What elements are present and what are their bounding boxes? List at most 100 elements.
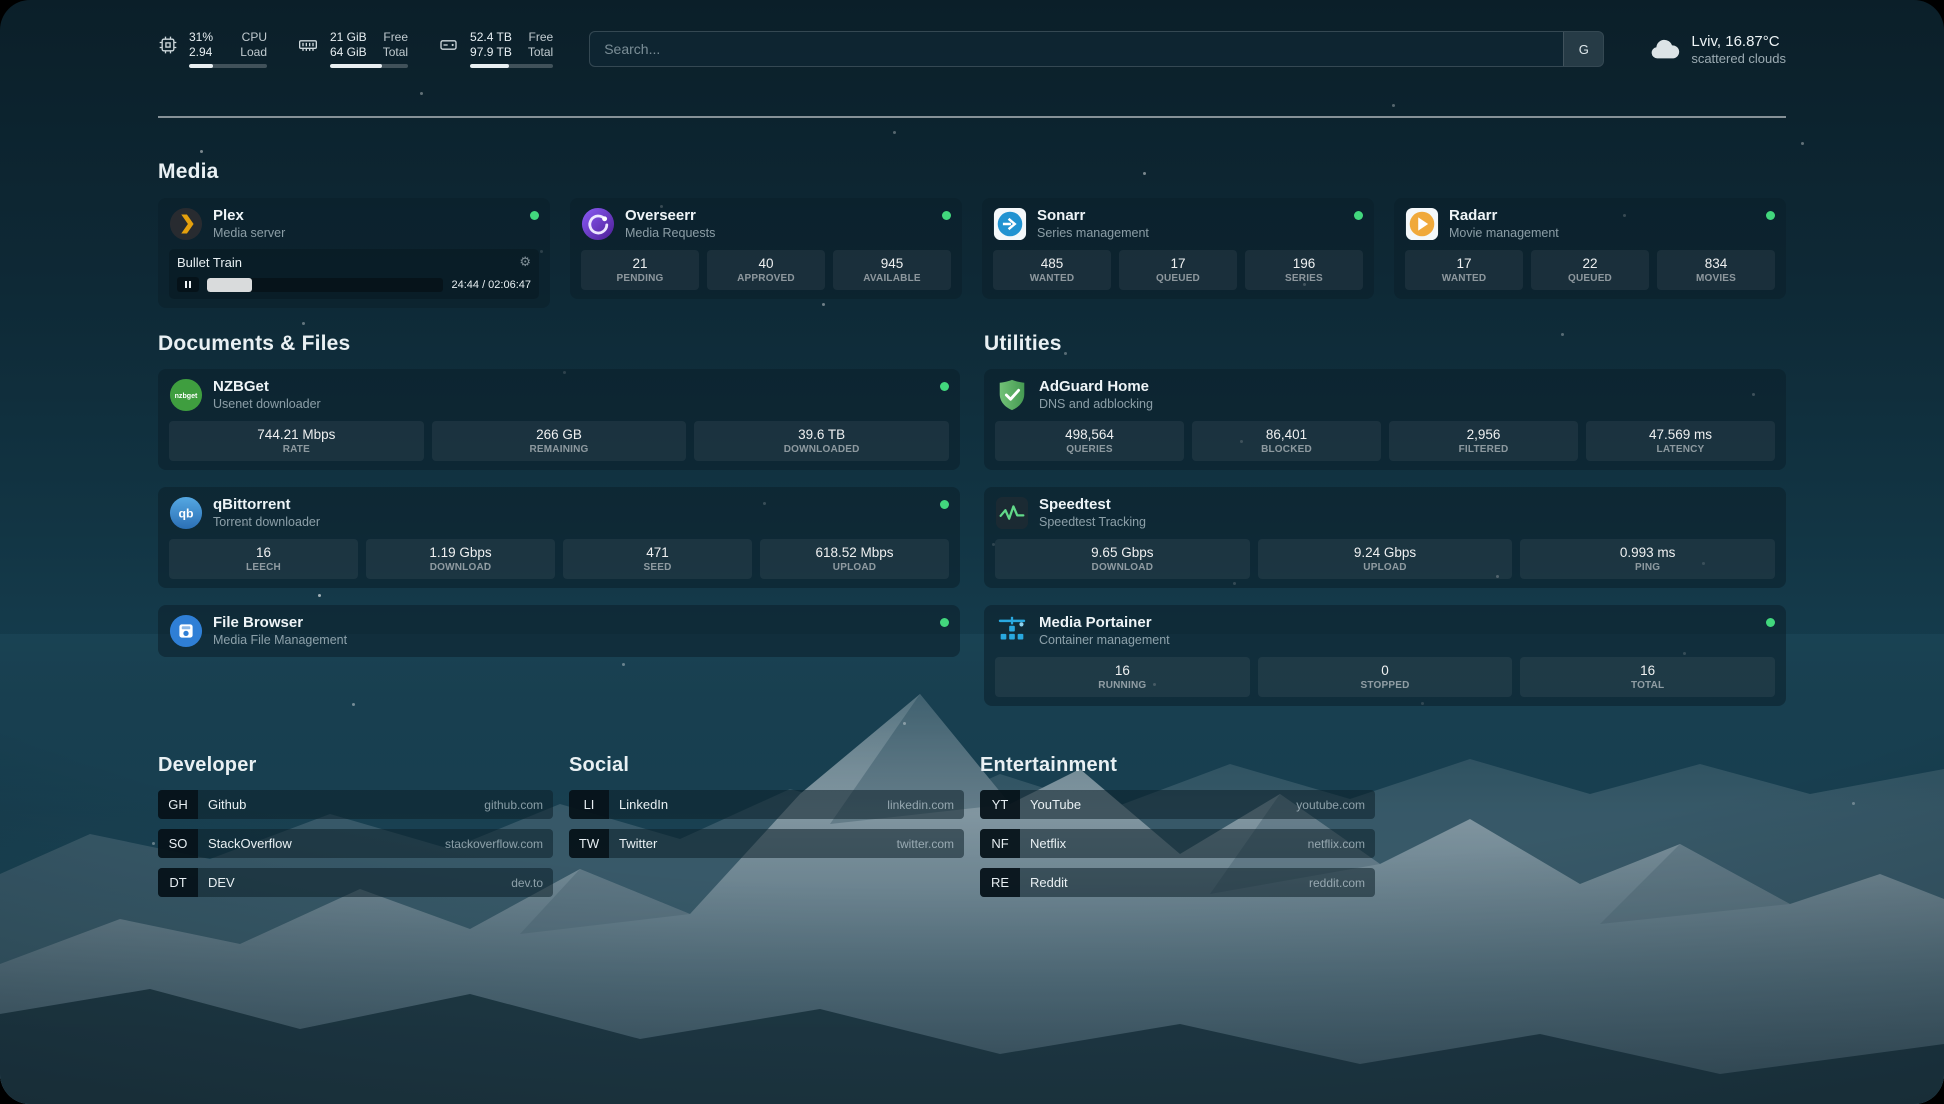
- playback-progress-fill: [207, 277, 252, 292]
- card-plex[interactable]: Plex Media server Bullet Train ⚙: [158, 198, 550, 308]
- memory-usage-bar-fill: [330, 64, 383, 68]
- cpu-row-2: 2.94 Load: [189, 45, 267, 60]
- stat-running: 16 RUNNING: [995, 657, 1250, 697]
- speedtest-stats: 9.65 Gbps DOWNLOAD 9.24 Gbps UPLOAD 0.99…: [995, 539, 1775, 579]
- disk-total-label: Total: [527, 45, 554, 59]
- stat-value: 86,401: [1265, 427, 1308, 442]
- stat-value: 485: [1040, 256, 1064, 271]
- bookmark-dev[interactable]: DT DEV dev.to: [158, 868, 553, 897]
- stat-label: APPROVED: [737, 273, 795, 284]
- topbar: 31% CPU 2.94 Load: [158, 26, 1786, 72]
- bookmark-url: netflix.com: [1307, 836, 1365, 851]
- status-dot: [1766, 618, 1775, 627]
- entertainment-section-title: Entertainment: [980, 754, 1118, 776]
- bookmark-abbr: YT: [980, 790, 1020, 819]
- stat-movies: 834 MOVIES: [1657, 250, 1775, 290]
- stat-seed: 471 SEED: [563, 539, 752, 579]
- stat-label: QUERIES: [1066, 444, 1113, 455]
- qbittorrent-header: qb qBittorrent Torrent downloader: [169, 496, 949, 530]
- card-adguard[interactable]: AdGuard Home DNS and adblocking 498,564 …: [984, 369, 1786, 470]
- bookmark-url: twitter.com: [896, 836, 954, 851]
- bookmark-reddit[interactable]: RE Reddit reddit.com: [980, 868, 1375, 897]
- bookmark-github[interactable]: GH Github github.com: [158, 790, 553, 819]
- stat-label: DOWNLOADED: [783, 444, 860, 455]
- plex-now-playing: Bullet Train ⚙ 24:44 / 02:06:47: [169, 249, 539, 299]
- stat-total: 16 TOTAL: [1520, 657, 1775, 697]
- stat-wanted: 485 WANTED: [993, 250, 1111, 290]
- cpu-usage-bar: [189, 64, 267, 68]
- stat-available: 945 AVAILABLE: [833, 250, 951, 290]
- overseerr-icon: [581, 207, 615, 241]
- card-speedtest[interactable]: Speedtest Speedtest Tracking 9.65 Gbps D…: [984, 487, 1786, 588]
- stat-label: FILTERED: [1458, 444, 1509, 455]
- memory-free-label: Free: [383, 30, 409, 44]
- service-description: Series management: [1037, 226, 1149, 240]
- disk-free-label: Free: [528, 30, 554, 44]
- sonarr-stats: 485 WANTED 17 QUEUED 196 SERIES: [993, 250, 1363, 290]
- section-documents: Documents & Files nzbget NZBGet Usenet d…: [158, 332, 960, 657]
- stat-value: 17: [1170, 256, 1186, 271]
- service-description: Usenet downloader: [213, 397, 321, 411]
- status-dot: [1766, 211, 1775, 220]
- cpu-load-value: 2.94: [189, 45, 213, 59]
- portainer-names: Media Portainer Container management: [1039, 614, 1170, 648]
- service-name: File Browser: [213, 614, 304, 631]
- bookmark-youtube[interactable]: YT YouTube youtube.com: [980, 790, 1375, 819]
- topbar-divider: [158, 116, 1786, 118]
- speedtest-icon: [995, 496, 1029, 530]
- bookmark-linkedin[interactable]: LI LinkedIn linkedin.com: [569, 790, 964, 819]
- bookmark-url: dev.to: [511, 875, 543, 890]
- bookmark-name: Netflix: [1030, 836, 1067, 851]
- card-qbittorrent[interactable]: qb qBittorrent Torrent downloader 16 LEE…: [158, 487, 960, 588]
- media-section-title: Media: [158, 160, 219, 183]
- service-name: Radarr: [1449, 207, 1498, 224]
- status-dot: [1354, 211, 1363, 220]
- stat-label: STOPPED: [1360, 680, 1410, 691]
- stat-series: 196 SERIES: [1245, 250, 1363, 290]
- bookmark-url: stackoverflow.com: [444, 836, 543, 851]
- card-overseerr[interactable]: Overseerr Media Requests 21 PENDING 40 A…: [570, 198, 962, 299]
- stat-label: RUNNING: [1098, 680, 1147, 691]
- cpu-percent: 31%: [189, 30, 214, 44]
- service-description: Speedtest Tracking: [1039, 515, 1147, 529]
- pause-button[interactable]: [177, 277, 199, 292]
- stat-value: 21: [632, 256, 648, 271]
- card-portainer[interactable]: Media Portainer Container management 16 …: [984, 605, 1786, 706]
- card-radarr[interactable]: Radarr Movie management 17 WANTED 22 QUE…: [1394, 198, 1786, 299]
- service-description: Movie management: [1449, 226, 1559, 240]
- bookmark-netflix[interactable]: NF Netflix netflix.com: [980, 829, 1375, 858]
- stat-downloaded: 39.6 TB DOWNLOADED: [694, 421, 949, 461]
- stat-value: 618.52 Mbps: [815, 545, 894, 560]
- cpu-label: CPU: [241, 30, 267, 44]
- search-provider-button[interactable]: G: [1563, 32, 1604, 66]
- service-name: NZBGet: [213, 378, 269, 395]
- plex-icon: [169, 207, 203, 241]
- card-filebrowser[interactable]: File Browser Media File Management: [158, 605, 960, 657]
- card-sonarr[interactable]: Sonarr Series management 485 WANTED 17 Q…: [982, 198, 1374, 299]
- disk-row-1: 52.4 TB Free: [470, 30, 553, 45]
- stat-upload: 618.52 Mbps UPLOAD: [760, 539, 949, 579]
- search-input[interactable]: [590, 32, 1564, 66]
- memory-total-label: Total: [382, 45, 409, 59]
- utilities-section-title: Utilities: [984, 332, 1062, 355]
- stat-latency: 47.569 ms LATENCY: [1586, 421, 1775, 461]
- stat-label: REMAINING: [529, 444, 589, 455]
- stat-value: 196: [1292, 256, 1316, 271]
- weather-condition: scattered clouds: [1691, 51, 1786, 66]
- cpu-load-label: Load: [240, 45, 267, 59]
- status-dot: [940, 382, 949, 391]
- developer-section-title: Developer: [158, 754, 257, 776]
- settings-gear-icon[interactable]: ⚙: [519, 255, 531, 270]
- card-nzbget[interactable]: nzbget NZBGet Usenet downloader 744.21 M…: [158, 369, 960, 470]
- stat-value: 16: [1640, 663, 1656, 678]
- cpu-usage-bar-fill: [189, 64, 214, 68]
- overseerr-stats: 21 PENDING 40 APPROVED 945 AVAILABLE: [581, 250, 951, 290]
- stat-download: 9.65 Gbps DOWNLOAD: [995, 539, 1250, 579]
- bookmark-twitter[interactable]: TW Twitter twitter.com: [569, 829, 964, 858]
- bookmark-stackoverflow[interactable]: SO StackOverflow stackoverflow.com: [158, 829, 553, 858]
- stat-label: DOWNLOAD: [1091, 562, 1154, 573]
- stat-value: 16: [1114, 663, 1130, 678]
- service-name: AdGuard Home: [1039, 378, 1150, 395]
- weather-location: Lviv, 16.87°C: [1691, 33, 1780, 50]
- stat-download: 1.19 Gbps DOWNLOAD: [366, 539, 555, 579]
